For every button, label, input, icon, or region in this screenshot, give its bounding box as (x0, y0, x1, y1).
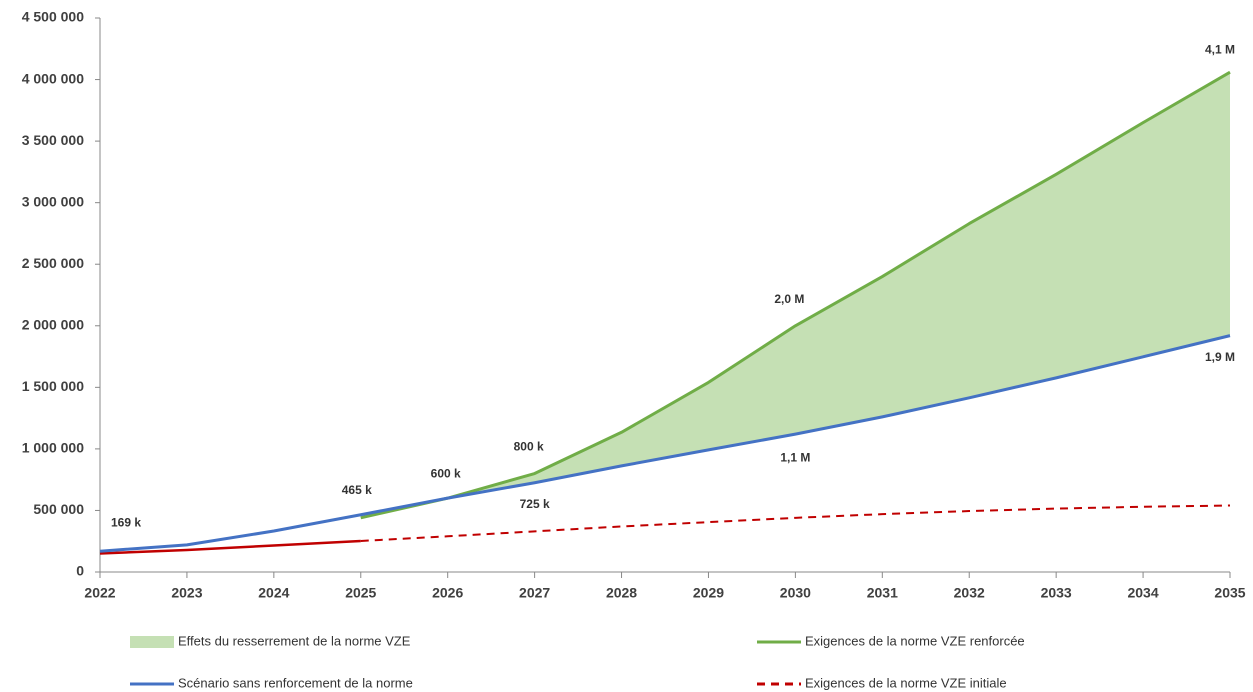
x-tick-label: 2026 (432, 585, 463, 601)
x-tick-label: 2022 (84, 585, 115, 601)
data-label: 2,0 M (774, 292, 804, 306)
legend-label: Effets du resserrement de la norme VZE (178, 633, 411, 648)
data-label: 465 k (342, 483, 372, 497)
line (99, 334, 1231, 553)
y-tick-label: 1 500 000 (22, 378, 84, 394)
line (360, 70, 1231, 520)
y-tick-label: 3 000 000 (22, 193, 84, 209)
x-tick-label: 2032 (954, 585, 985, 601)
x-tick-label: 2031 (867, 585, 898, 601)
area (360, 72, 1230, 518)
line-dashed (360, 504, 1231, 542)
y-tick-label: 500 000 (33, 501, 84, 517)
y-tick-label: 4 000 000 (22, 70, 84, 86)
data-label: 4,1 M (1205, 42, 1235, 56)
y-tick-label: 1 000 000 (22, 440, 84, 456)
x-tick-label: 2028 (606, 585, 637, 601)
y-tick-label: 0 (76, 563, 84, 579)
x-tick-label: 2023 (171, 585, 202, 601)
legend-label: Exigences de la norme VZE initiale (805, 675, 1007, 690)
data-label: 1,9 M (1205, 350, 1235, 364)
data-label: 1,1 M (780, 450, 810, 464)
x-tick-label: 2025 (345, 585, 376, 601)
y-tick-label: 3 500 000 (22, 132, 84, 148)
y-tick-label: 2 500 000 (22, 255, 84, 271)
data-label: 600 k (431, 466, 461, 480)
x-tick-label: 2035 (1214, 585, 1245, 601)
data-label: 169 k (111, 515, 141, 529)
x-tick-label: 2029 (693, 585, 724, 601)
x-tick-label: 2027 (519, 585, 550, 601)
x-tick-label: 2030 (780, 585, 811, 601)
legend-label: Scénario sans renforcement de la norme (178, 675, 413, 690)
y-tick-label: 2 000 000 (22, 316, 84, 332)
legend-swatch (130, 636, 174, 648)
data-label: 725 k (520, 497, 550, 511)
line-solid (99, 539, 361, 555)
x-tick-label: 2034 (1127, 585, 1158, 601)
x-tick-label: 2033 (1041, 585, 1072, 601)
x-tick-label: 2024 (258, 585, 289, 601)
data-label: 800 k (514, 440, 544, 454)
legend-label: Exigences de la norme VZE renforcée (805, 633, 1025, 648)
y-tick-label: 4 500 000 (22, 9, 84, 25)
